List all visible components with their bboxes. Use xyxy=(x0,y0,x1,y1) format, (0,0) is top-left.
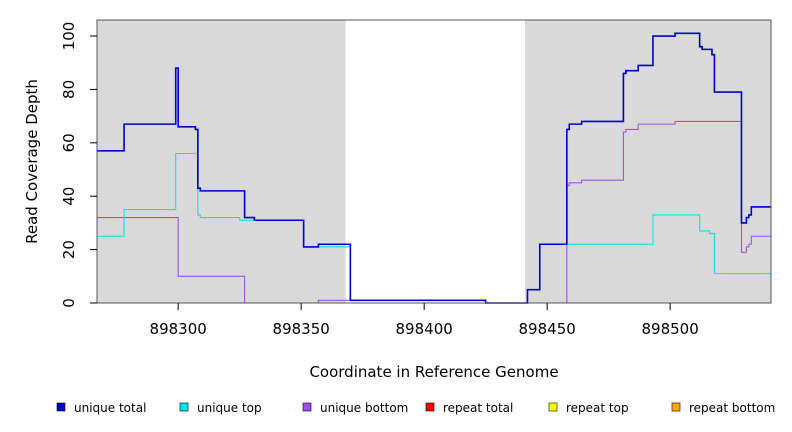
legend-label-unique-bottom: unique bottom xyxy=(320,401,408,415)
legend-swatch-repeat-bottom xyxy=(671,402,681,412)
legend-label-repeat-total: repeat total xyxy=(443,401,513,415)
series-line-unique-total xyxy=(97,32,771,304)
legend-swatch-unique-top xyxy=(179,402,189,412)
legend-label-unique-top: unique top xyxy=(197,401,262,415)
shaded-region-1 xyxy=(525,20,771,303)
legend: unique total unique top unique bottom repea… xyxy=(56,401,775,415)
legend-label-repeat-top: repeat top xyxy=(566,401,629,415)
x-tick-label: 898400 xyxy=(396,320,453,338)
y-tick-label: 0 xyxy=(60,298,78,308)
shaded-region-0 xyxy=(97,20,346,303)
y-tick-label: 80 xyxy=(60,80,78,99)
legend-swatch-repeat-top xyxy=(548,402,558,412)
legend-label-repeat-bottom: repeat bottom xyxy=(689,401,775,415)
x-axis: 898300 898350 898400 898450 898500 xyxy=(150,303,699,338)
x-axis-label: Coordinate in Reference Genome xyxy=(309,363,558,381)
x-tick-label: 898500 xyxy=(642,320,699,338)
y-axis-label: Read Coverage Depth xyxy=(23,79,41,244)
y-tick-label: 20 xyxy=(60,240,78,259)
plot-frame xyxy=(96,19,772,304)
x-tick-label: 898450 xyxy=(519,320,576,338)
y-tick-label: 60 xyxy=(60,133,78,152)
legend-swatch-unique-bottom xyxy=(302,402,312,412)
x-tick-label: 898300 xyxy=(150,320,207,338)
y-tick-label: 40 xyxy=(60,187,78,206)
x-tick-label: 898350 xyxy=(273,320,330,338)
legend-swatch-unique-total xyxy=(56,402,66,412)
y-axis: 0 20 40 60 80 100 xyxy=(60,22,97,308)
y-tick-label: 100 xyxy=(60,22,78,51)
legend-swatch-repeat-total xyxy=(425,402,435,412)
shaded-regions xyxy=(97,20,771,303)
legend-label-unique-total: unique total xyxy=(74,401,146,415)
